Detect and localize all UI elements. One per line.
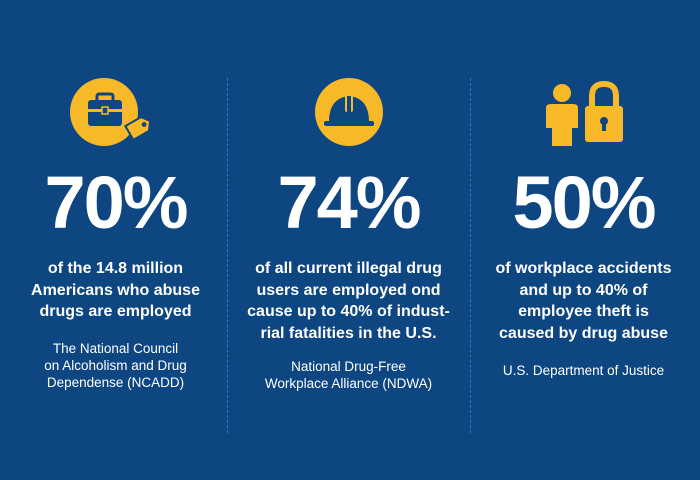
description-line: rial fatalities in the U.S. — [260, 324, 437, 342]
stat-column-1: 70% of the 14.8 million Americans who ab… — [3, 0, 228, 480]
stat-description: of all current illegal drug users are em… — [242, 258, 455, 344]
column-divider — [470, 78, 471, 433]
source-line: on Alcoholism and Drug — [44, 358, 187, 373]
source-line: Dependense (NCADD) — [46, 375, 185, 390]
stat-source: National Drug-Free Workplace Alliance (N… — [242, 358, 455, 392]
percentage-value: 50% — [512, 161, 656, 244]
description-line: drugs are employed — [39, 303, 192, 320]
percentage-value: 74% — [277, 161, 421, 244]
description-line: of workplace accidents — [495, 260, 672, 277]
description-line: of the 14.8 million — [47, 260, 184, 277]
description-line: users are employed ond — [256, 281, 441, 299]
stat-column-2: 74% of all current illegal drug users ar… — [236, 0, 461, 480]
stat-description: of the 14.8 million Americans who abuse … — [9, 258, 222, 323]
description-line: employee theft is — [518, 303, 649, 320]
description-line: of all current illegal drug — [255, 260, 442, 277]
stat-column-3: 50% of workplace accidents and up to 40%… — [471, 0, 696, 480]
description-line: and up to 40% of — [519, 281, 648, 299]
source-line: U.S. Department of Justice — [502, 363, 665, 378]
stat-source: The National Council on Alcoholism and D… — [9, 340, 222, 391]
description-line: caused by drug abuse — [499, 324, 668, 342]
stat-description: of workplace accidents and up to 40% of … — [477, 258, 690, 344]
source-line: National Drug-Free — [291, 359, 406, 374]
description-line: Americans who abuse — [31, 281, 200, 299]
person-lock-icon — [471, 76, 696, 146]
briefcase-icon — [3, 76, 228, 146]
percentage-value: 70% — [44, 161, 188, 244]
column-divider — [227, 78, 228, 433]
source-line: Workplace Alliance (NDWA) — [264, 376, 433, 391]
source-line: The National Council — [52, 341, 179, 356]
stat-source: U.S. Department of Justice — [477, 362, 690, 379]
description-line: cause up to 40% of indust- — [247, 303, 450, 320]
hard-hat-icon — [236, 76, 461, 146]
